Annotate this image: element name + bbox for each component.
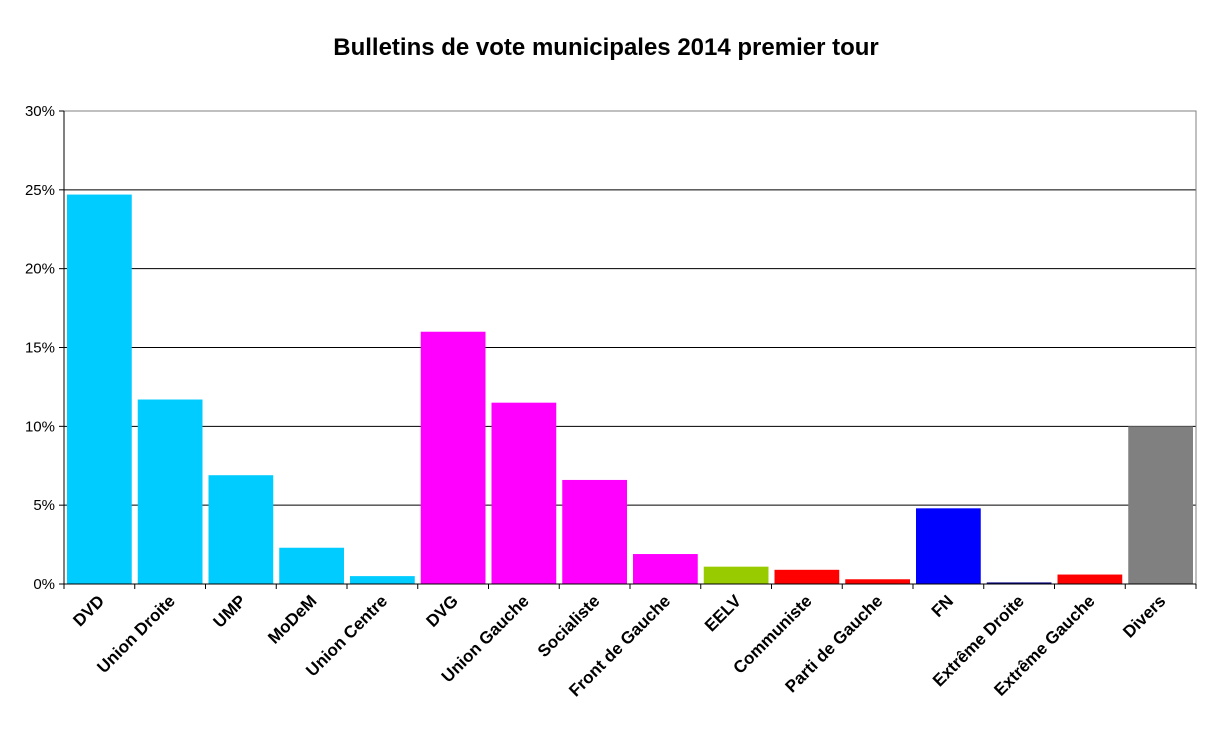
y-tick-label: 10% — [25, 418, 55, 435]
gridlines — [64, 110, 1196, 506]
bar-eelv — [703, 566, 769, 584]
bars — [67, 194, 1193, 584]
y-tick-label: 25% — [25, 182, 55, 199]
bar-dvg — [420, 331, 486, 584]
bar-communiste — [774, 569, 840, 584]
bar-dvd — [67, 194, 132, 584]
x-tick-label: Divers — [1119, 591, 1169, 641]
x-tick-label: DVG — [422, 591, 461, 630]
x-tick-label: EELV — [701, 591, 745, 635]
y-tick-label: 30% — [25, 103, 55, 120]
x-tick-label: UMP — [210, 591, 250, 631]
bar-socialiste — [562, 479, 627, 584]
y-tick-label: 20% — [25, 261, 55, 278]
bar-ump — [208, 475, 274, 584]
y-tick-label: 5% — [33, 497, 55, 514]
bar-fn — [916, 508, 981, 584]
bar-parti-de-gauche — [845, 579, 910, 584]
x-tick-label: FN — [928, 591, 957, 620]
chart-title: Bulletins de vote municipales 2014 premi… — [333, 34, 879, 61]
bar-extrême-droite — [986, 582, 1052, 584]
bar-union-gauche — [491, 402, 557, 584]
bar-extrême-gauche — [1057, 574, 1123, 584]
bar-union-centre — [350, 576, 415, 584]
bar-union-droite — [137, 399, 203, 584]
x-tick-label: MoDeM — [264, 591, 320, 647]
y-tick-label: 15% — [25, 340, 55, 357]
y-tick-label: 0% — [33, 576, 55, 593]
x-tick-label: DVD — [69, 591, 108, 630]
bar-divers — [1128, 426, 1193, 584]
x-tick-label: Socialiste — [534, 591, 604, 661]
y-axis-ticks: 0% 5% 10% 15% 20% 25% 30% — [25, 103, 64, 593]
bar-front-de-gauche — [633, 554, 698, 584]
bar-modem — [279, 547, 344, 584]
